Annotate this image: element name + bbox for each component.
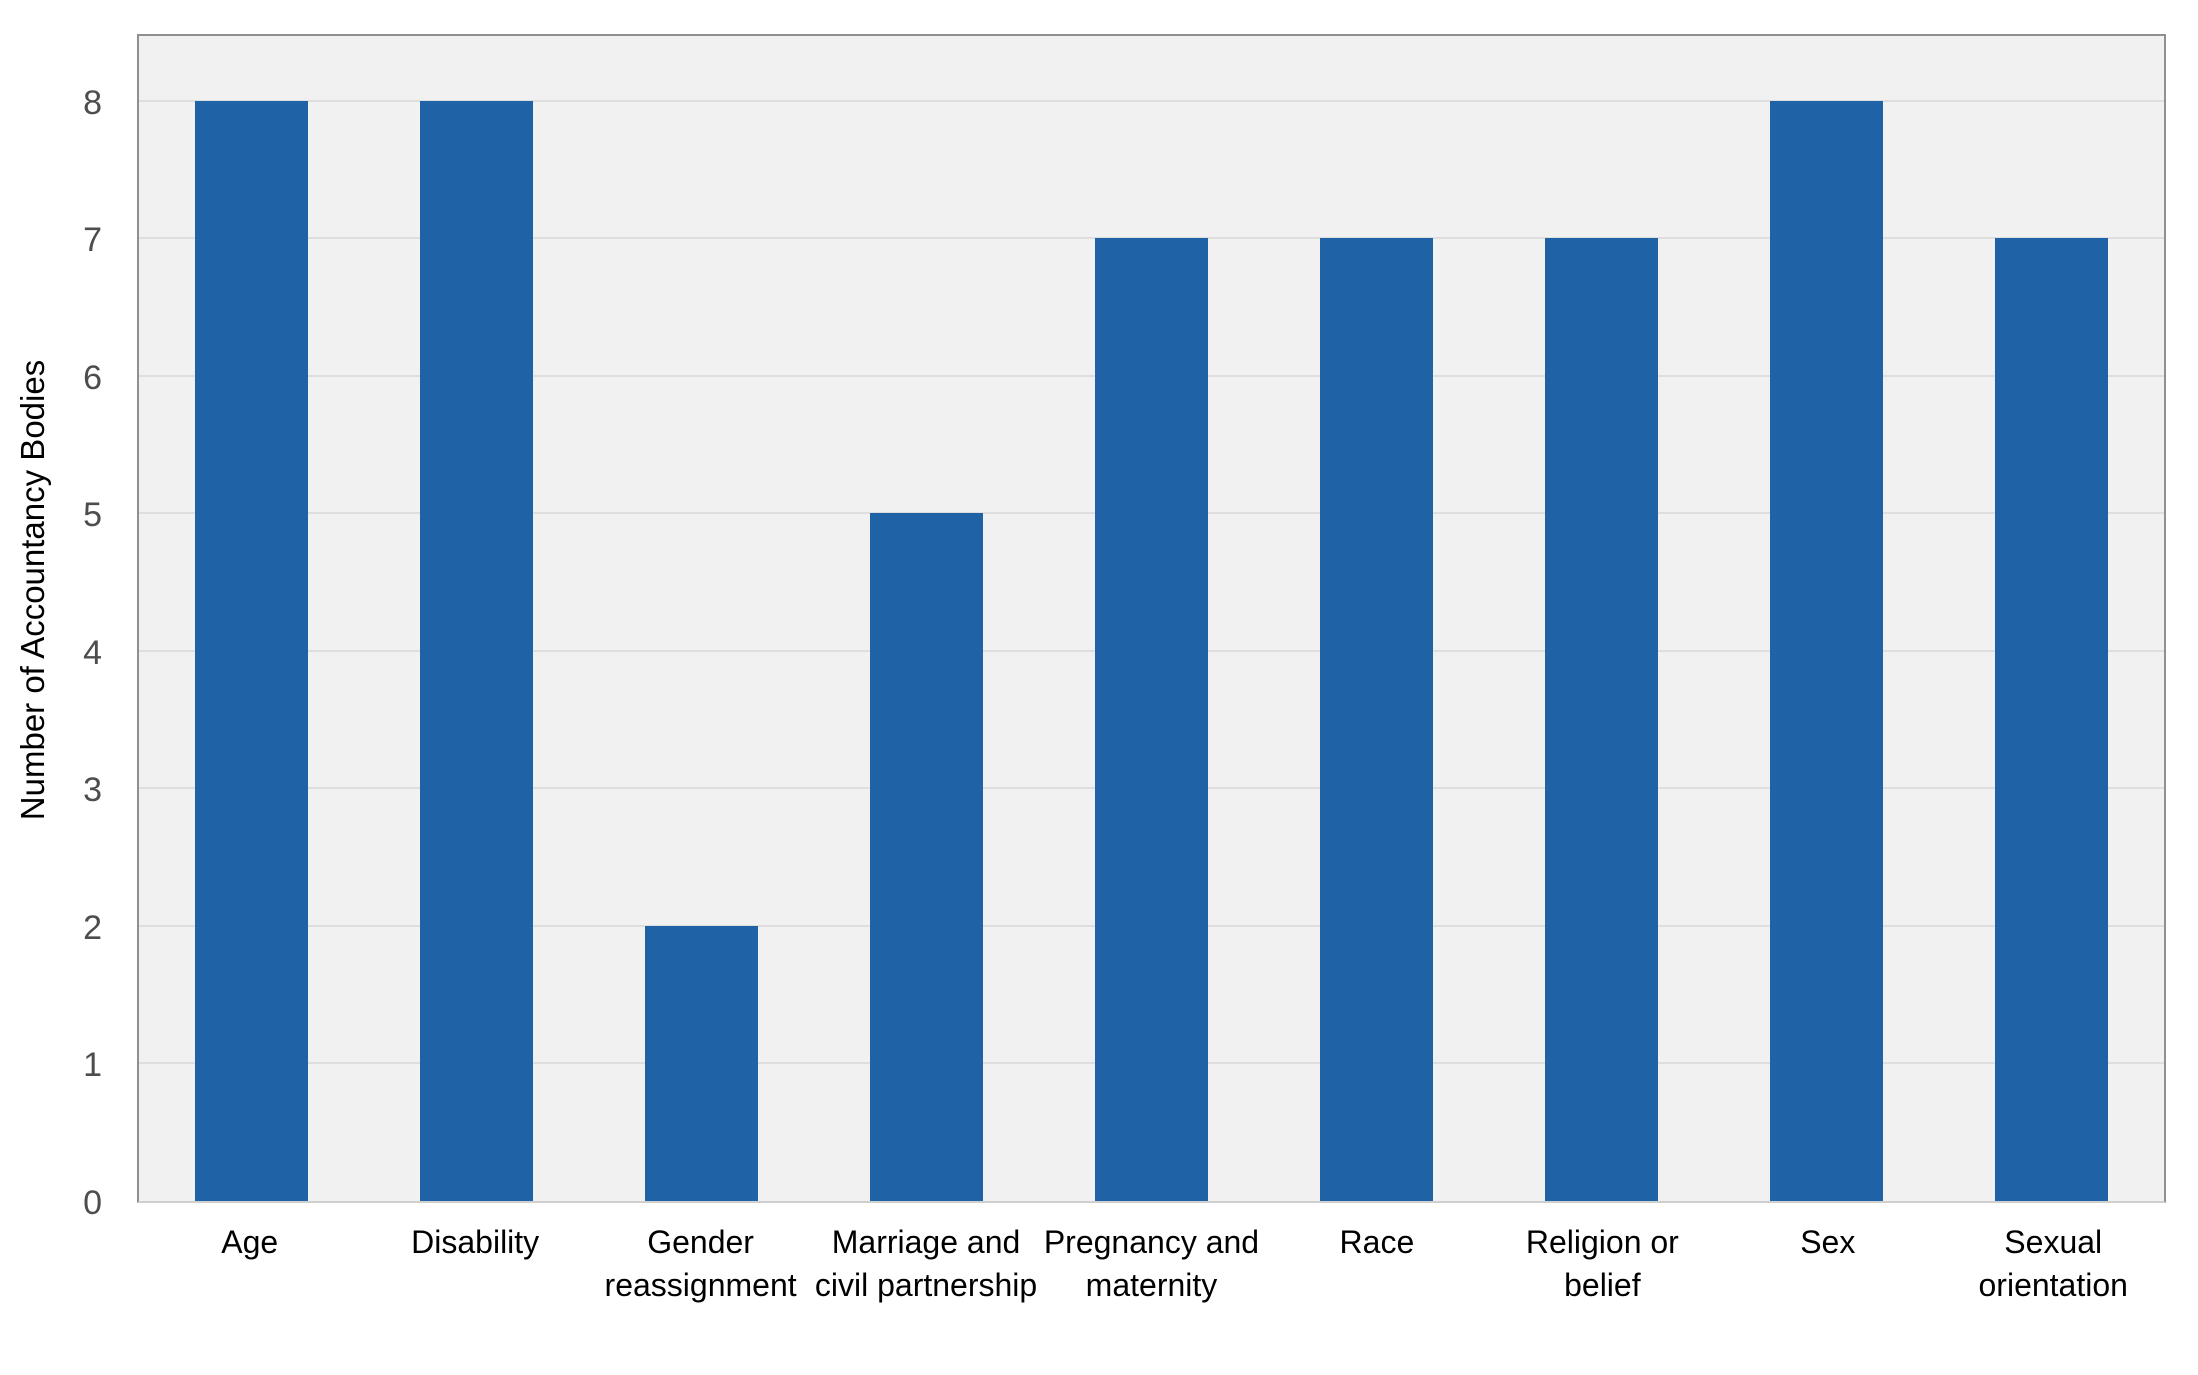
x-category-label: Sex <box>1800 1224 1856 1260</box>
y-tick-label: 5 <box>83 496 102 535</box>
bar <box>1545 238 1658 1201</box>
y-tick-label: 0 <box>83 1184 102 1222</box>
bar <box>1320 238 1433 1201</box>
bar-slot <box>1714 36 1939 1201</box>
x-category-label: Religion or belief <box>1525 1224 1679 1304</box>
y-tick-label: 6 <box>83 358 102 397</box>
bar <box>195 100 308 1201</box>
y-tick-label: 4 <box>83 633 102 672</box>
y-tick-label: 1 <box>83 1046 102 1085</box>
plot-area <box>137 34 2166 1203</box>
y-tick-label: 8 <box>83 83 102 122</box>
x-category-label: Sexual orientation <box>1978 1224 2128 1304</box>
bar-slot <box>364 36 589 1201</box>
bar <box>420 100 533 1201</box>
bar <box>1770 100 1883 1201</box>
x-category-label: Pregnancy and maternity <box>1043 1224 1260 1304</box>
y-axis-title: Number of Accountancy Bodies <box>14 359 51 821</box>
x-category-label: Race <box>1339 1224 1415 1260</box>
x-category-label: Disability <box>411 1224 540 1260</box>
x-category-label: Age <box>221 1224 279 1260</box>
bar-slot <box>1264 36 1489 1201</box>
x-category-label: Marriage and civil partnership <box>814 1224 1038 1304</box>
bar-slot <box>814 36 1039 1201</box>
bar-slot <box>1039 36 1264 1201</box>
bar <box>870 513 983 1201</box>
bar <box>645 925 758 1201</box>
bar <box>1095 238 1208 1201</box>
y-tick-label: 7 <box>83 221 102 260</box>
bar-slot <box>1489 36 1714 1201</box>
y-tick-label: 2 <box>83 908 102 947</box>
bar-slot <box>139 36 364 1201</box>
bars-container <box>139 36 2164 1201</box>
x-category-label: Gender reassignment <box>604 1224 797 1304</box>
gridline <box>139 99 2164 102</box>
bar-slot <box>589 36 814 1201</box>
x-axis-category-labels: Age Disability Gender reassignment Marriage… <box>137 1221 2166 1307</box>
y-tick-label: 3 <box>83 771 102 810</box>
bar <box>1995 238 2108 1201</box>
bar-slot <box>1939 36 2164 1201</box>
